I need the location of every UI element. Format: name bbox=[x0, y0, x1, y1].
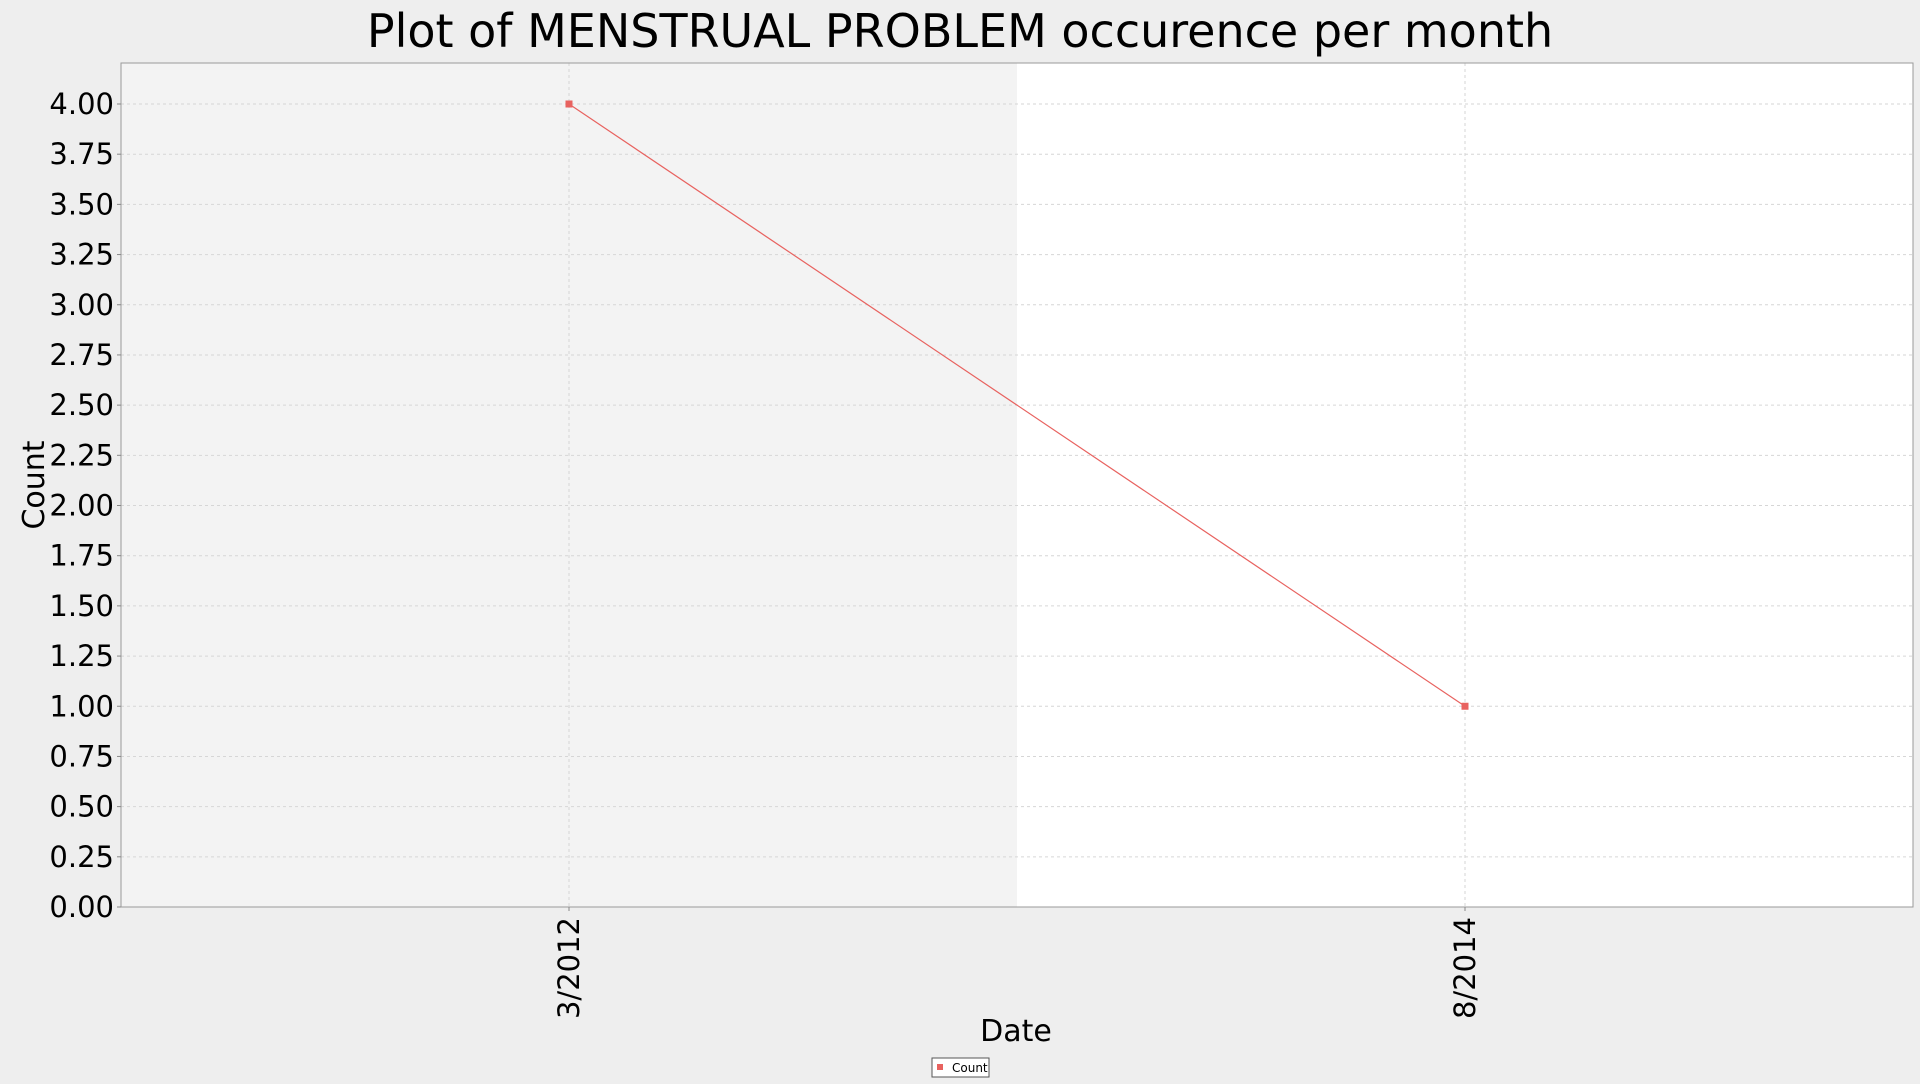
y-axis-label: Count bbox=[17, 440, 52, 529]
legend: Count bbox=[931, 1057, 990, 1078]
data-point bbox=[565, 100, 573, 108]
plot-border bbox=[120, 62, 1914, 908]
y-tick-label: 2.25 bbox=[49, 438, 114, 472]
y-tick-label: 2.75 bbox=[49, 338, 114, 372]
y-tick-label: 0.00 bbox=[49, 890, 114, 924]
y-tick-label: 3.00 bbox=[49, 288, 114, 322]
y-tick-label: 1.50 bbox=[49, 589, 114, 623]
x-axis-label: Date bbox=[980, 1014, 1052, 1049]
y-tick-label: 0.25 bbox=[49, 840, 114, 874]
plot-background bbox=[121, 63, 1913, 907]
y-tick-label: 1.75 bbox=[49, 539, 114, 573]
y-tick-label: 1.00 bbox=[49, 689, 114, 723]
legend-label: Count bbox=[952, 1061, 988, 1075]
y-tick-label: 1.25 bbox=[49, 639, 114, 673]
x-axis-ticks: 3/2012 8/2014 bbox=[552, 907, 1482, 1019]
y-tick-label: 2.50 bbox=[49, 388, 114, 422]
y-tick-label: 0.75 bbox=[49, 739, 114, 773]
y-tick-label: 3.25 bbox=[49, 238, 114, 272]
y-tick-label: 0.50 bbox=[49, 790, 114, 824]
x-tick-label: 3/2012 bbox=[552, 917, 586, 1019]
y-tick-label: 3.75 bbox=[49, 137, 114, 171]
series-line bbox=[568, 103, 1466, 707]
series-layer bbox=[565, 100, 1469, 710]
x-tick-label: 8/2014 bbox=[1448, 917, 1482, 1019]
y-tick-label: 2.00 bbox=[49, 489, 114, 523]
data-point bbox=[1461, 702, 1469, 710]
y-tick-label: 4.00 bbox=[49, 87, 114, 121]
y-tick-label: 3.50 bbox=[49, 187, 114, 221]
chart-title: Plot of MENSTRUAL PROBLEM occurence per … bbox=[367, 4, 1553, 58]
legend-swatch bbox=[937, 1064, 943, 1070]
y-axis-ticks: 0.00 0.25 0.50 0.75 1.00 1.25 1.50 1.75 2.00 2.25… bbox=[49, 87, 121, 924]
legend-box bbox=[931, 1057, 990, 1078]
